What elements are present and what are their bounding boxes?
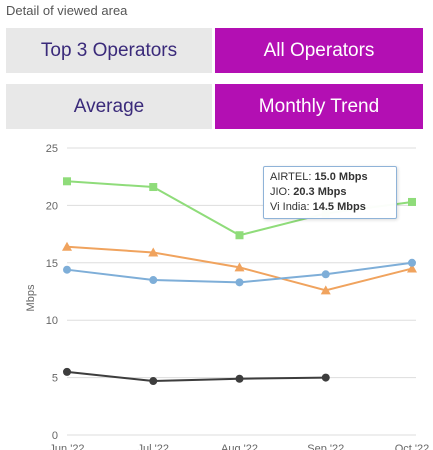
data-point[interactable] — [149, 276, 158, 285]
y-tick-label: 10 — [46, 315, 58, 327]
y-tick-label: 5 — [52, 373, 58, 385]
monthly-trend-button[interactable]: Monthly Trend — [215, 84, 423, 129]
series-2 — [63, 258, 416, 287]
data-point[interactable] — [235, 231, 244, 240]
tooltip-row-jio: JIO: 20.3 Mbps — [270, 186, 347, 198]
data-point[interactable] — [149, 377, 158, 386]
chart-tooltip: AIRTEL: 15.0 Mbps JIO: 20.3 Mbps Vi Indi… — [263, 166, 397, 219]
series-line — [66, 370, 326, 383]
data-point[interactable] — [63, 265, 71, 274]
data-point[interactable] — [408, 197, 416, 206]
data-point[interactable] — [148, 247, 159, 257]
data-point[interactable] — [235, 278, 244, 287]
all-operators-button[interactable]: All Operators — [215, 28, 423, 73]
average-button[interactable]: Average — [6, 84, 212, 129]
tooltip-row-vi-india: Vi India: 14.5 Mbps — [270, 201, 366, 213]
data-point[interactable] — [234, 262, 245, 272]
y-tick-label: 15 — [46, 258, 58, 270]
x-tick-label: Oct '22 — [395, 443, 430, 450]
y-axis-label: Mbps — [25, 284, 37, 311]
x-tick-label: Jun '22 — [49, 443, 84, 450]
y-tick-label: 20 — [46, 200, 58, 212]
data-point[interactable] — [63, 177, 71, 186]
x-tick-label: Sep '22 — [307, 443, 344, 450]
data-point[interactable] — [320, 285, 331, 295]
data-point[interactable] — [321, 270, 330, 279]
tooltip-row-airtel: AIRTEL: 15.0 Mbps — [270, 171, 368, 183]
y-tick-label: 25 — [46, 143, 58, 155]
data-point[interactable] — [235, 374, 244, 383]
series-3 — [63, 367, 330, 386]
data-point[interactable] — [407, 263, 417, 273]
caption: Detail of viewed area — [6, 3, 128, 18]
top-3-operators-button[interactable]: Top 3 Operators — [6, 28, 212, 73]
data-point[interactable] — [62, 241, 72, 251]
data-point[interactable] — [63, 367, 71, 376]
data-point[interactable] — [321, 373, 330, 382]
line-chart: 0 5 10 15 20 25 Jun '22 Jul '22 Aug '22 Sep '22 O… — [25, 143, 430, 450]
series-1 — [62, 241, 417, 295]
data-point[interactable] — [408, 258, 416, 267]
x-tick-label: Jul '22 — [138, 443, 169, 450]
data-point[interactable] — [149, 183, 158, 192]
y-tick-label: 0 — [52, 430, 58, 442]
x-tick-label: Aug '22 — [221, 443, 258, 450]
